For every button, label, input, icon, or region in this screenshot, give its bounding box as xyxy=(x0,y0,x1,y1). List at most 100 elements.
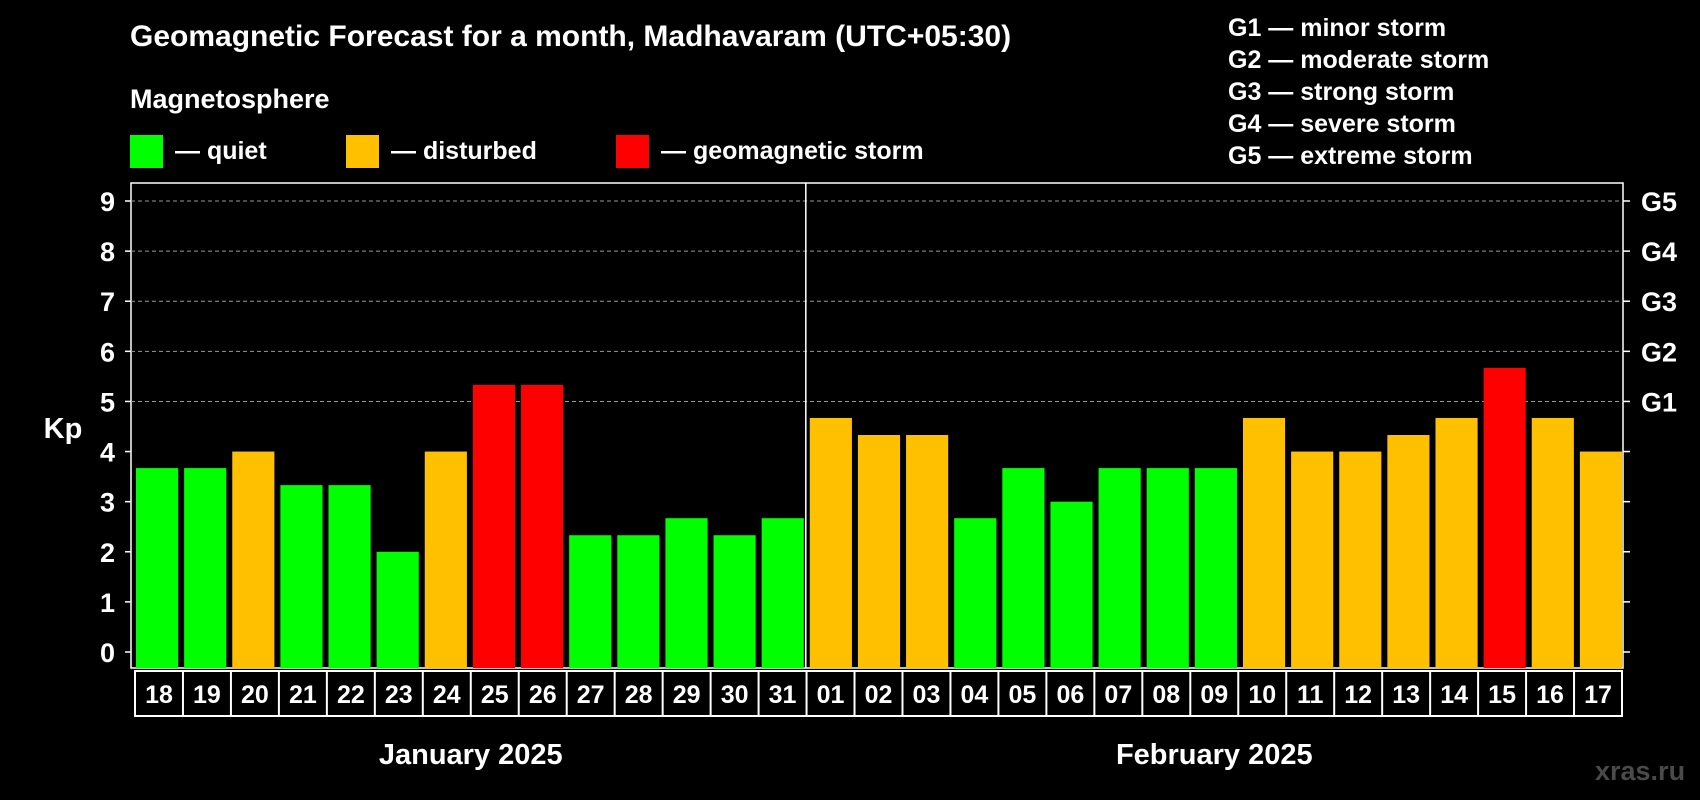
bar xyxy=(1098,468,1141,668)
x-tick-label: 04 xyxy=(961,681,989,709)
x-tick-label: 11 xyxy=(1297,681,1324,709)
y-tick-label: 1 xyxy=(100,588,115,618)
bar xyxy=(1146,468,1189,668)
bar xyxy=(1291,451,1334,668)
bar xyxy=(713,535,756,668)
y-tick-label: 9 xyxy=(100,187,115,217)
bar xyxy=(857,435,901,668)
chart-title: Geomagnetic Forecast for a month, Madhav… xyxy=(130,20,1012,53)
bar xyxy=(376,551,419,668)
y-tick-label: 8 xyxy=(100,237,115,267)
x-tick-label: 15 xyxy=(1488,681,1516,709)
bar xyxy=(184,468,227,668)
storm-scale-g2: G2 — moderate storm xyxy=(1228,46,1490,74)
x-tick-label: 03 xyxy=(913,681,941,709)
bar xyxy=(1242,417,1286,668)
storm-scale-g1: G1 — minor storm xyxy=(1228,14,1447,42)
day-label-strip xyxy=(134,670,1623,717)
bar xyxy=(617,535,660,668)
bar xyxy=(521,384,564,668)
bar xyxy=(424,451,467,668)
legend-label-storm: — geomagnetic storm xyxy=(661,137,924,165)
legend-swatch-quiet xyxy=(130,135,163,168)
x-tick-label: 01 xyxy=(817,681,845,709)
bar xyxy=(761,518,804,668)
x-tick-label: 06 xyxy=(1056,681,1084,709)
legend-item-quiet: — quiet xyxy=(130,135,267,168)
bar xyxy=(809,417,852,668)
watermark: xras.ru xyxy=(1595,756,1686,786)
bar xyxy=(472,384,516,668)
bar xyxy=(1579,451,1622,668)
bar xyxy=(1435,417,1478,668)
legend-item-storm: — geomagnetic storm xyxy=(616,135,924,168)
x-tick-label: 26 xyxy=(529,681,557,709)
bar xyxy=(280,485,323,668)
x-tick-label: 24 xyxy=(433,681,461,709)
storm-scale-g5: G5 — extreme storm xyxy=(1228,142,1473,170)
bar xyxy=(1050,501,1093,668)
x-tick-label: 05 xyxy=(1008,681,1036,709)
month-label: January 2025 xyxy=(379,739,563,771)
bar xyxy=(1531,417,1574,668)
legend-swatch-storm xyxy=(616,135,649,168)
x-tick-label: 31 xyxy=(769,681,797,709)
y-tick-label: 3 xyxy=(100,488,115,518)
chart-subtitle: Magnetosphere xyxy=(130,84,330,114)
x-tick-label: 17 xyxy=(1584,681,1612,709)
g-level-label: G2 xyxy=(1641,337,1677,367)
bar xyxy=(1002,468,1045,668)
y-tick-label: 0 xyxy=(100,638,115,668)
bar xyxy=(328,485,371,668)
bar xyxy=(1387,435,1430,668)
x-tick-label: 21 xyxy=(289,681,317,709)
y-tick-label: 4 xyxy=(100,438,115,468)
y-tick-label: 7 xyxy=(100,287,115,317)
g-level-label: G3 xyxy=(1641,287,1677,317)
legend-item-disturbed: — disturbed xyxy=(346,135,537,168)
legend-label-quiet: — quiet xyxy=(175,137,267,165)
y-axis-label: Kp xyxy=(44,413,83,445)
x-tick-label: 13 xyxy=(1392,681,1420,709)
legend-label-disturbed: — disturbed xyxy=(391,137,537,165)
x-tick-label: 09 xyxy=(1200,681,1228,709)
x-tick-label: 08 xyxy=(1152,681,1180,709)
x-tick-label: 02 xyxy=(865,681,893,709)
g-level-label: G1 xyxy=(1641,387,1677,417)
bar xyxy=(569,535,612,668)
bar xyxy=(1483,367,1526,668)
x-tick-label: 14 xyxy=(1440,681,1468,709)
legend-swatch-disturbed xyxy=(346,135,379,168)
bar xyxy=(232,451,275,668)
x-tick-label: 23 xyxy=(385,681,413,709)
month-label: February 2025 xyxy=(1116,739,1313,771)
bar xyxy=(954,518,997,668)
bar xyxy=(906,435,949,668)
x-tick-label: 25 xyxy=(481,681,509,709)
bar xyxy=(1194,468,1237,668)
storm-scale-g4: G4 — severe storm xyxy=(1228,110,1456,138)
g-level-label: G4 xyxy=(1641,237,1677,267)
storm-scale-legend: G1 — minor storm G2 — moderate storm G3 … xyxy=(1228,12,1489,172)
storm-scale-g3: G3 — strong storm xyxy=(1228,78,1455,106)
x-tick-label: 30 xyxy=(721,681,749,709)
x-tick-label: 18 xyxy=(145,681,173,709)
x-tick-label: 22 xyxy=(337,681,365,709)
x-tick-label: 19 xyxy=(193,681,221,709)
x-tick-label: 29 xyxy=(673,681,701,709)
x-tick-label: 16 xyxy=(1536,681,1564,709)
g-level-label: G5 xyxy=(1641,187,1677,217)
y-tick-label: 5 xyxy=(100,387,115,417)
x-tick-label: 28 xyxy=(625,681,653,709)
bar xyxy=(136,468,179,668)
x-tick-label: 12 xyxy=(1344,681,1372,709)
x-tick-label: 10 xyxy=(1248,681,1276,709)
x-tick-label: 27 xyxy=(577,681,605,709)
x-tick-label: 07 xyxy=(1104,681,1132,709)
bar xyxy=(665,518,708,668)
x-tick-label: 20 xyxy=(241,681,269,709)
y-tick-label: 2 xyxy=(100,538,115,568)
bar xyxy=(1339,451,1382,668)
y-tick-label: 6 xyxy=(100,337,115,367)
